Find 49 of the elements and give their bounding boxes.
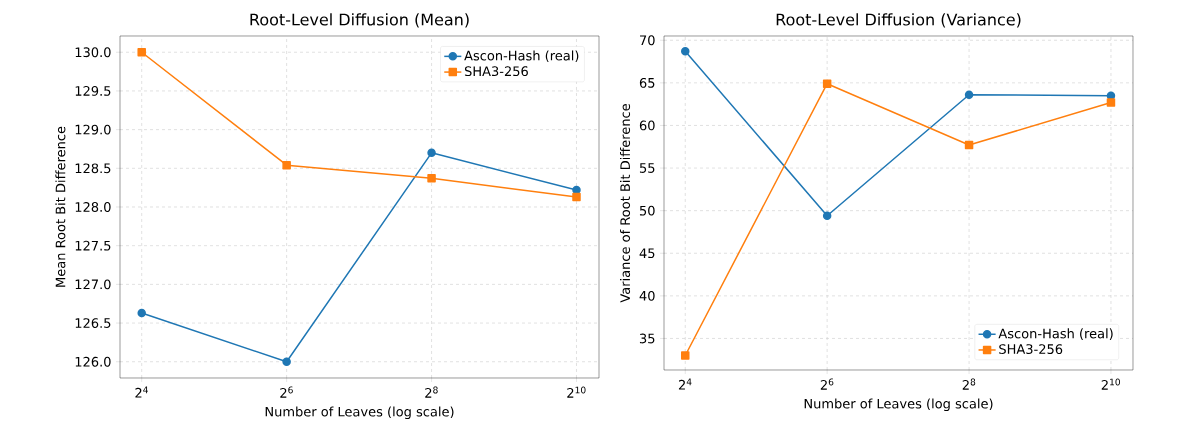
y-tick-label: 45 bbox=[639, 248, 655, 259]
legend-label: Ascon-Hash (real) bbox=[464, 50, 579, 63]
y-tick-label: 50 bbox=[639, 205, 655, 216]
y-tick-label: 40 bbox=[639, 290, 655, 301]
point bbox=[681, 47, 690, 56]
y-tick-label: 126.0 bbox=[75, 356, 111, 367]
y-tick-label: 130.0 bbox=[75, 47, 111, 58]
point bbox=[137, 47, 146, 57]
chart-title: Root-Level Diffusion (Variance) bbox=[776, 13, 1021, 28]
y-tick-label: 60 bbox=[639, 120, 655, 131]
x-axis-title: Number of Leaves (log scale) bbox=[265, 406, 454, 420]
y-tick-label: 127.0 bbox=[75, 279, 111, 290]
x-tick-label: 2$^{10}$ bbox=[1101, 378, 1121, 390]
y-tick-label: 129.0 bbox=[75, 124, 111, 135]
legend-label: Ascon-Hash (real) bbox=[998, 328, 1113, 340]
y-tick-label: 35 bbox=[639, 333, 655, 344]
point bbox=[822, 211, 832, 221]
chart-title: Root-Level Diffusion (Mean) bbox=[250, 13, 469, 28]
y-tick-label: 128.0 bbox=[75, 202, 111, 212]
x-tick-label: 2$^{6}$ bbox=[820, 378, 834, 390]
y-axis-title: Variance of Root Bit Difference bbox=[620, 104, 631, 303]
point bbox=[1106, 98, 1116, 107]
y-tick-label: 126.5 bbox=[75, 318, 111, 328]
legend-label: SHA3-256 bbox=[999, 344, 1063, 354]
point bbox=[282, 357, 291, 366]
legend-label: SHA3-256 bbox=[464, 66, 528, 77]
y-tick-label: 129.5 bbox=[75, 86, 111, 96]
x-tick-label: 2$^{4}$ bbox=[135, 386, 148, 398]
point bbox=[282, 160, 291, 170]
x-axis-title: Number of Leaves (log scale) bbox=[804, 398, 993, 412]
y-tick-label: 70 bbox=[640, 35, 655, 46]
point bbox=[964, 90, 974, 100]
point bbox=[822, 79, 832, 88]
x-tick-label: 2$^{4}$ bbox=[678, 378, 692, 390]
x-tick-label: 2$^{10}$ bbox=[567, 386, 586, 398]
y-tick-label: 65 bbox=[639, 77, 655, 88]
point bbox=[427, 174, 436, 183]
point bbox=[137, 308, 146, 318]
point bbox=[427, 148, 436, 158]
y-tick-label: 55 bbox=[639, 163, 655, 173]
point bbox=[572, 192, 581, 202]
point bbox=[964, 140, 974, 150]
y-tick-label: 128.5 bbox=[75, 163, 111, 174]
y-axis-title: Mean Root Bit Difference bbox=[55, 126, 66, 287]
x-tick-label: 2$^{8}$ bbox=[425, 386, 438, 398]
point bbox=[681, 351, 690, 360]
x-tick-label: 2$^{6}$ bbox=[280, 386, 293, 398]
x-tick-label: 2$^{8}$ bbox=[962, 378, 976, 390]
y-tick-label: 127.5 bbox=[75, 240, 111, 251]
